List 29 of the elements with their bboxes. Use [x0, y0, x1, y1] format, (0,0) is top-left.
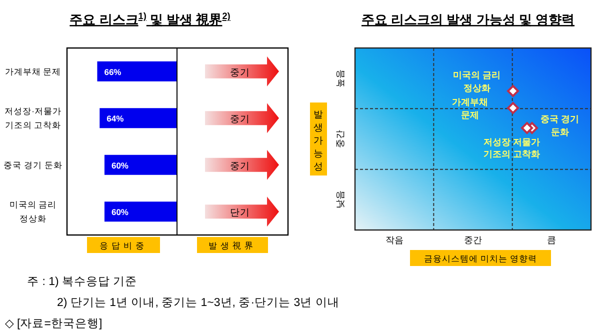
text: 중기 [230, 67, 250, 78]
category-label: 낮음 [335, 190, 345, 209]
data-label: 60% [111, 207, 129, 218]
data-label: 66% [104, 66, 122, 77]
text: ◇ [자료=한국은행] [5, 318, 102, 330]
text: 단기 [230, 208, 250, 219]
category-label: 작음 [385, 235, 404, 245]
text: 미국의 금리 정상화 [453, 70, 501, 93]
y-tick-label: 중국 경기 둔화 [4, 160, 62, 170]
category-label: 높음 [335, 69, 345, 88]
text: 중기 [230, 114, 250, 126]
category-label: 중간 [335, 130, 345, 148]
text: 금융시스템에 미치는 영향력 [424, 254, 537, 264]
y-tick-label: 저성장·저물가 기조의 고착화 [4, 106, 62, 130]
text: 발생가능성 [314, 110, 324, 172]
y-tick-label: 미국의 금리 정상화 [9, 200, 57, 224]
text: 저성장 저물가 기조의 고착화 [484, 137, 540, 159]
text: 중기 [230, 160, 250, 172]
text: 주 : 1) 복수응답 기준 [27, 276, 138, 288]
text: 발생視界 [208, 240, 256, 250]
y-tick-label: 가계부채 문제 [4, 66, 62, 76]
text: 2) 단기는 1년 이내, 중기는 1~3년, 중·단기는 3년 이내 [57, 297, 340, 309]
data-label: 60% [111, 160, 129, 170]
x-axis-title: 응답비중 [100, 240, 148, 250]
category-label: 큼 [547, 235, 556, 245]
text: 가계부채 문제 [452, 97, 488, 120]
category-label: 중간 [464, 235, 482, 245]
text: 중국 경기 둔화 [540, 114, 580, 137]
data-label: 64% [106, 114, 124, 124]
